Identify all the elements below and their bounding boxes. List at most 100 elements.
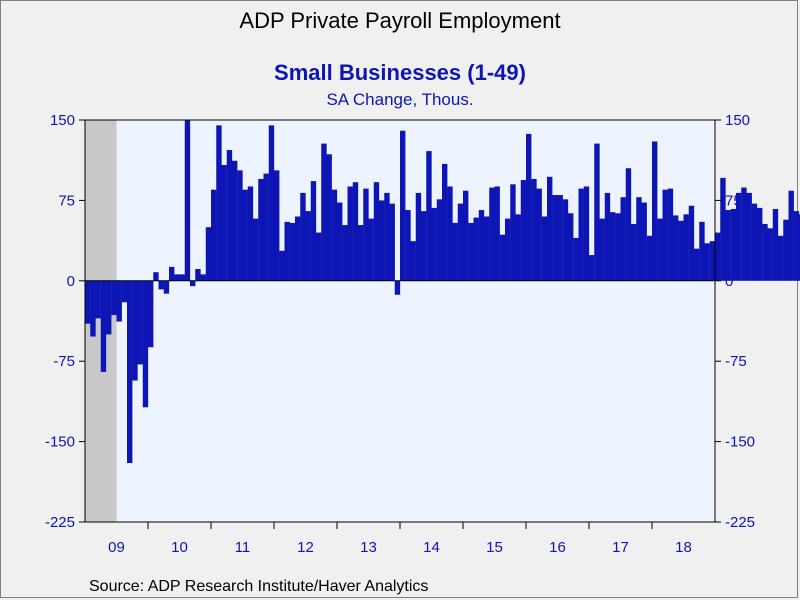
- bar: [709, 241, 716, 281]
- bar: [389, 203, 395, 281]
- bar: [326, 154, 332, 281]
- bar: [268, 125, 275, 281]
- bar: [736, 192, 742, 281]
- bar: [463, 190, 469, 281]
- bar: [457, 203, 464, 281]
- x-tick-label: 09: [108, 539, 125, 556]
- bar: [127, 280, 133, 464]
- bar: [589, 255, 595, 281]
- x-tick-label: 17: [612, 539, 629, 556]
- bar: [552, 195, 558, 281]
- bar: [321, 143, 327, 281]
- bar: [221, 165, 227, 281]
- bar: [237, 170, 243, 281]
- bar: [484, 216, 490, 281]
- bar: [688, 205, 695, 281]
- chart-title: ADP Private Payroll Employment: [239, 8, 561, 33]
- bar: [358, 225, 364, 281]
- bar: [536, 188, 542, 281]
- bar: [783, 219, 789, 281]
- bar: [568, 213, 574, 281]
- bar: [515, 214, 521, 281]
- bar: [473, 217, 479, 281]
- y-tick-label-left: -75: [53, 353, 75, 370]
- bar: [253, 218, 259, 281]
- bar: [673, 215, 679, 281]
- y-tick-label-right: -150: [725, 434, 755, 451]
- x-tick-label: 15: [486, 539, 503, 556]
- bar: [494, 186, 500, 281]
- bar: [279, 250, 285, 281]
- x-tick-label: 11: [235, 539, 251, 556]
- bar: [169, 266, 175, 281]
- bar: [216, 125, 222, 281]
- bar: [163, 280, 170, 294]
- x-tick-label: 12: [297, 539, 314, 556]
- bar: [751, 203, 758, 281]
- bar: [316, 232, 322, 281]
- bar: [526, 133, 532, 281]
- bar: [205, 227, 212, 281]
- bar: [90, 280, 96, 337]
- bar: [520, 180, 527, 281]
- bar: [442, 163, 448, 281]
- bar: [772, 208, 779, 281]
- bar: [610, 212, 616, 281]
- bar: [137, 280, 143, 365]
- bar: [636, 197, 642, 281]
- bar: [289, 222, 296, 281]
- bar: [415, 192, 422, 281]
- bar: [116, 280, 122, 322]
- unit-label: SA Change, Thous.: [326, 90, 474, 109]
- bar: [757, 207, 763, 281]
- bar: [85, 280, 91, 324]
- bar: [510, 184, 516, 281]
- bar: [352, 182, 359, 281]
- bar: [767, 228, 773, 281]
- bar: [295, 216, 301, 281]
- bar: [431, 207, 437, 281]
- bar: [594, 143, 600, 281]
- y-tick-label-left: 150: [50, 112, 75, 129]
- bar: [699, 221, 705, 281]
- bar: [573, 237, 579, 281]
- bar: [363, 188, 369, 281]
- bar: [505, 218, 511, 281]
- y-tick-label-right: -75: [725, 353, 747, 370]
- bar: [174, 274, 180, 281]
- bar: [694, 248, 700, 281]
- bar: [468, 222, 474, 281]
- bar: [499, 234, 506, 281]
- y-tick-label-right: 75: [725, 192, 742, 209]
- bar: [599, 218, 605, 281]
- bar: [400, 130, 406, 281]
- y-tick-label-right: 0: [725, 273, 733, 290]
- bar: [121, 280, 128, 303]
- bar: [158, 280, 164, 290]
- bar: [347, 186, 353, 281]
- bar: [704, 243, 710, 281]
- bar: [258, 178, 264, 281]
- bar: [683, 214, 689, 281]
- bar: [631, 223, 637, 281]
- bar: [263, 173, 269, 281]
- bar: [547, 176, 553, 281]
- bar: [541, 216, 548, 281]
- bar: [405, 210, 411, 281]
- bar: [132, 280, 138, 381]
- bar: [410, 241, 416, 281]
- y-tick-label-left: 75: [58, 192, 75, 209]
- bar: [604, 192, 611, 281]
- bar: [305, 211, 311, 281]
- bar: [715, 232, 721, 281]
- source-note: Source: ADP Research Institute/Haver Ana…: [89, 578, 429, 595]
- bar: [226, 150, 233, 281]
- bar: [426, 151, 432, 281]
- bar: [95, 280, 101, 319]
- bar: [447, 186, 453, 281]
- chart-subtitle: Small Businesses (1-49): [274, 60, 526, 85]
- bar: [489, 187, 495, 281]
- bar: [615, 213, 621, 281]
- bar: [652, 141, 658, 281]
